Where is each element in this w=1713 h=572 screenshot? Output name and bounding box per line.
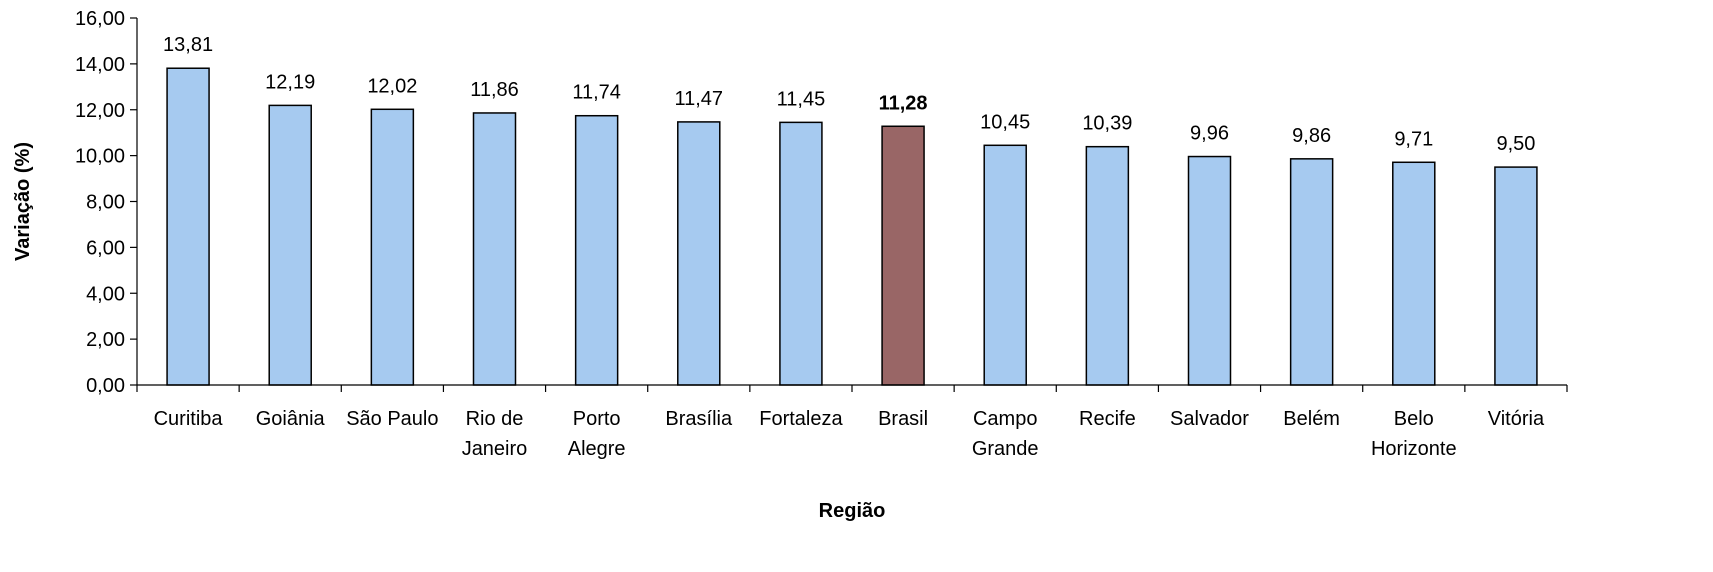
data-label: 13,81 — [163, 34, 213, 56]
bar-porto-alegre — [574, 114, 619, 386]
data-label: 11,47 — [674, 88, 723, 110]
y-tick-label: 2,00 — [86, 329, 125, 351]
category-label: Fortaleza — [759, 408, 843, 430]
bar-recife — [1085, 145, 1130, 386]
data-label: 12,19 — [265, 71, 315, 93]
bar-são-paulo — [370, 108, 415, 386]
bar-brasília — [677, 121, 721, 386]
category-label: Rio de Janeiro — [462, 408, 528, 460]
bars — [166, 67, 1538, 386]
data-label: 11,86 — [470, 79, 519, 101]
data-label: 10,45 — [980, 111, 1030, 133]
category-label: Curitiba — [154, 408, 224, 430]
x-axis-category-labels: Curitiba Goiânia São Paulo Rio de Janeiro Por… — [154, 408, 1545, 460]
category-label: Recife — [1079, 408, 1136, 430]
data-label: 12,02 — [367, 75, 417, 97]
category-label: Brasília — [665, 408, 733, 430]
category-label: Belo Horizonte — [1371, 408, 1457, 460]
category-label: Belém — [1283, 408, 1340, 430]
bar-vitória — [1494, 166, 1538, 386]
bar-salvador — [1187, 155, 1232, 386]
bar-rio-de-janeiro — [472, 112, 517, 386]
bar-curitiba — [166, 67, 210, 386]
category-label: Campo Grande — [972, 408, 1039, 460]
y-tick-label: 10,00 — [75, 146, 125, 168]
category-label: Porto Alegre — [568, 408, 626, 460]
y-tick-label: 4,00 — [86, 283, 125, 305]
y-tick-label: 0,00 — [86, 375, 125, 397]
y-tick-label: 8,00 — [86, 192, 125, 214]
bar-fortaleza — [779, 121, 823, 386]
bar-goiânia — [268, 104, 312, 386]
data-label: 10,39 — [1082, 113, 1132, 135]
category-label: Salvador — [1170, 408, 1249, 430]
data-label: 11,28 — [879, 92, 928, 114]
bar-belo-horizonte — [1392, 161, 1436, 386]
category-label: Goiânia — [256, 408, 326, 430]
data-labels: 13,81 12,19 12,02 11,86 11,74 11,47 11,45 11,28… — [163, 34, 1535, 155]
y-axis-title: Variação (%) — [12, 142, 34, 261]
y-tick-label: 6,00 — [86, 237, 125, 259]
category-label: Vitória — [1488, 408, 1545, 430]
x-axis-ticks — [136, 385, 1568, 392]
category-label: São Paulo — [346, 408, 438, 430]
x-axis-title: Região — [819, 500, 886, 522]
data-label: 9,96 — [1190, 123, 1229, 145]
data-label: 9,50 — [1496, 133, 1535, 155]
data-label: 9,71 — [1394, 128, 1433, 150]
bar-belém — [1289, 158, 1334, 386]
data-label: 9,86 — [1292, 125, 1331, 147]
category-label: Brasil — [878, 408, 928, 430]
y-tick-label: 16,00 — [75, 8, 125, 30]
bar-brasil — [881, 125, 925, 386]
y-tick-label: 12,00 — [75, 100, 125, 122]
data-label: 11,45 — [777, 88, 826, 110]
y-axis-ticks: 0,00 2,00 4,00 6,00 8,00 10,00 12,00 14,00 16,00 — [75, 8, 137, 397]
data-label: 11,74 — [572, 82, 621, 104]
bar-campo-grande — [983, 144, 1027, 386]
y-tick-label: 14,00 — [75, 54, 125, 76]
